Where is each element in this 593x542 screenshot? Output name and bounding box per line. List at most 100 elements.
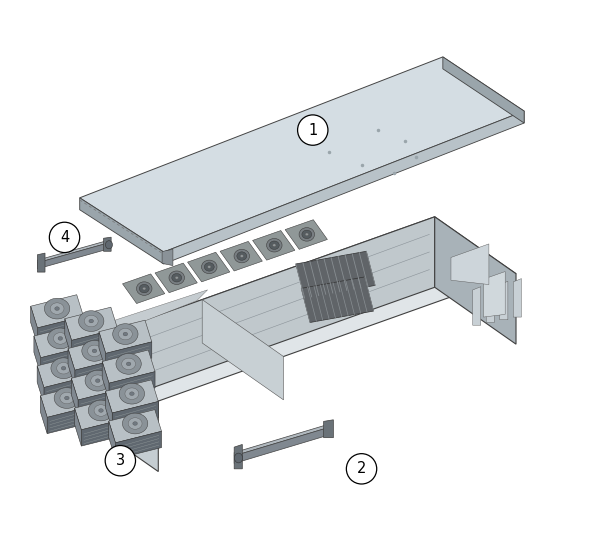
- Ellipse shape: [175, 276, 178, 279]
- Polygon shape: [514, 279, 521, 317]
- Polygon shape: [99, 332, 106, 370]
- Polygon shape: [79, 57, 524, 252]
- Ellipse shape: [122, 358, 136, 370]
- Polygon shape: [486, 284, 495, 322]
- Polygon shape: [324, 420, 333, 438]
- Circle shape: [346, 454, 377, 484]
- Polygon shape: [451, 244, 489, 285]
- Ellipse shape: [78, 311, 104, 331]
- Ellipse shape: [119, 383, 145, 404]
- Polygon shape: [34, 336, 41, 374]
- Polygon shape: [301, 277, 374, 322]
- Ellipse shape: [92, 349, 97, 353]
- Polygon shape: [37, 241, 108, 263]
- Polygon shape: [72, 329, 117, 357]
- Polygon shape: [77, 217, 516, 401]
- Polygon shape: [187, 252, 230, 282]
- Polygon shape: [296, 251, 375, 298]
- Polygon shape: [164, 111, 524, 264]
- Ellipse shape: [91, 375, 104, 386]
- Ellipse shape: [55, 307, 59, 311]
- Ellipse shape: [44, 298, 70, 319]
- Ellipse shape: [84, 315, 98, 327]
- Polygon shape: [109, 410, 161, 443]
- Polygon shape: [31, 295, 84, 328]
- Polygon shape: [77, 217, 435, 415]
- Ellipse shape: [305, 233, 308, 236]
- Polygon shape: [285, 220, 327, 249]
- Polygon shape: [155, 263, 197, 293]
- Ellipse shape: [269, 241, 279, 249]
- Polygon shape: [234, 444, 243, 469]
- Polygon shape: [500, 281, 508, 320]
- Ellipse shape: [133, 422, 138, 425]
- Ellipse shape: [205, 263, 214, 271]
- Ellipse shape: [98, 409, 103, 412]
- Polygon shape: [79, 198, 164, 264]
- Polygon shape: [71, 367, 124, 400]
- Ellipse shape: [113, 324, 138, 345]
- Polygon shape: [253, 230, 295, 260]
- Polygon shape: [78, 389, 124, 416]
- Ellipse shape: [123, 332, 127, 336]
- Ellipse shape: [299, 228, 314, 241]
- Ellipse shape: [57, 363, 71, 374]
- Circle shape: [105, 446, 136, 476]
- Circle shape: [298, 115, 328, 145]
- Polygon shape: [81, 418, 127, 446]
- Polygon shape: [106, 391, 112, 429]
- Ellipse shape: [129, 392, 134, 396]
- Polygon shape: [37, 317, 84, 344]
- Polygon shape: [112, 402, 158, 429]
- Polygon shape: [71, 378, 78, 416]
- Polygon shape: [82, 336, 110, 358]
- Text: 1: 1: [308, 122, 317, 138]
- Ellipse shape: [89, 319, 94, 323]
- Ellipse shape: [136, 282, 152, 295]
- Polygon shape: [220, 241, 262, 271]
- Polygon shape: [65, 319, 72, 357]
- Text: 3: 3: [116, 453, 125, 468]
- Ellipse shape: [50, 303, 64, 314]
- Polygon shape: [109, 421, 116, 459]
- Polygon shape: [37, 243, 108, 269]
- Ellipse shape: [58, 337, 63, 340]
- Polygon shape: [72, 290, 208, 345]
- Ellipse shape: [208, 266, 211, 268]
- Circle shape: [49, 222, 79, 253]
- Polygon shape: [41, 346, 87, 374]
- Polygon shape: [106, 380, 158, 413]
- Polygon shape: [31, 306, 37, 344]
- Ellipse shape: [172, 274, 181, 282]
- Polygon shape: [102, 350, 155, 383]
- Polygon shape: [77, 344, 158, 472]
- Text: 4: 4: [60, 230, 69, 245]
- Polygon shape: [68, 337, 121, 370]
- Polygon shape: [234, 424, 329, 456]
- Ellipse shape: [51, 358, 76, 378]
- Polygon shape: [34, 325, 87, 358]
- Polygon shape: [162, 249, 173, 266]
- Polygon shape: [75, 359, 121, 386]
- Ellipse shape: [169, 271, 184, 285]
- Ellipse shape: [139, 285, 149, 293]
- Ellipse shape: [54, 388, 79, 409]
- Ellipse shape: [237, 252, 247, 260]
- Polygon shape: [65, 307, 117, 340]
- Ellipse shape: [126, 362, 131, 366]
- Polygon shape: [473, 287, 481, 325]
- Ellipse shape: [61, 366, 66, 370]
- Polygon shape: [75, 397, 127, 430]
- Polygon shape: [435, 217, 516, 344]
- Ellipse shape: [125, 388, 139, 399]
- Polygon shape: [75, 408, 81, 446]
- Polygon shape: [106, 342, 152, 370]
- Ellipse shape: [119, 328, 132, 340]
- Ellipse shape: [234, 249, 250, 263]
- Polygon shape: [37, 253, 45, 272]
- Ellipse shape: [47, 328, 73, 349]
- Ellipse shape: [116, 353, 141, 375]
- Ellipse shape: [88, 400, 114, 421]
- Polygon shape: [104, 237, 111, 251]
- Polygon shape: [44, 376, 90, 404]
